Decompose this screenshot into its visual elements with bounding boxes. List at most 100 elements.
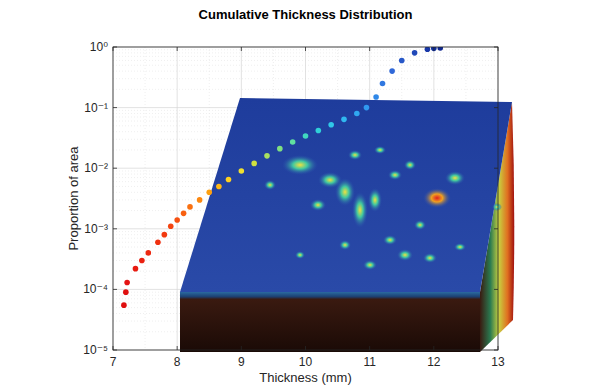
- x-tick: [113, 47, 114, 51]
- x-tick: [177, 346, 178, 350]
- scatter-points: [121, 47, 443, 308]
- surface-bump: [339, 240, 351, 250]
- surface-image: [180, 98, 514, 352]
- y-tick-label: 10⁻²: [84, 161, 108, 175]
- y-tick: [113, 47, 117, 48]
- data-point: [181, 211, 187, 217]
- surface-bump: [423, 188, 451, 208]
- data-point: [139, 258, 145, 264]
- surface-bump: [454, 243, 466, 251]
- minor-grid-line: [145, 47, 146, 350]
- x-tick-label: 12: [427, 355, 441, 369]
- surface-bump: [282, 155, 318, 175]
- surface-bump: [445, 171, 465, 185]
- data-point: [328, 122, 334, 128]
- y-tick: [494, 168, 498, 169]
- x-tick: [369, 47, 370, 51]
- x-tick: [433, 346, 434, 350]
- surface-bump: [264, 180, 276, 190]
- x-tick: [241, 47, 242, 51]
- data-point: [264, 153, 270, 159]
- y-tick: [113, 228, 117, 229]
- surface-bump: [374, 146, 386, 154]
- data-point: [341, 117, 347, 123]
- x-tick: [241, 346, 242, 350]
- slab-top: [180, 98, 512, 292]
- data-point: [197, 197, 203, 203]
- data-point: [277, 146, 283, 152]
- y-tick: [494, 107, 498, 108]
- surface-bump: [397, 249, 413, 261]
- data-point: [226, 177, 232, 183]
- data-point: [251, 161, 257, 167]
- x-tick-label: 13: [491, 355, 505, 369]
- y-axis-label: Proportion of area: [66, 146, 81, 251]
- data-point: [155, 239, 161, 245]
- data-point: [431, 47, 437, 51]
- x-tick-label: 8: [174, 355, 181, 369]
- x-tick: [369, 346, 370, 350]
- data-point: [206, 190, 212, 196]
- x-axis-label: Thickness (mm): [259, 370, 351, 385]
- y-tick: [494, 228, 498, 229]
- x-tick: [498, 346, 499, 350]
- y-tick: [113, 289, 117, 290]
- data-point: [303, 133, 309, 139]
- data-point: [162, 232, 168, 238]
- surface-bump: [310, 199, 326, 211]
- data-point: [174, 217, 180, 223]
- y-tick: [113, 168, 117, 169]
- data-point: [373, 94, 379, 100]
- y-tick: [113, 107, 117, 108]
- x-tick: [433, 47, 434, 51]
- y-tick-label: 10⁻³: [84, 222, 108, 236]
- data-point: [389, 68, 395, 74]
- y-tick: [494, 47, 498, 48]
- data-point: [216, 184, 222, 190]
- data-point: [316, 128, 322, 134]
- data-point: [380, 81, 386, 87]
- data-point: [239, 168, 245, 174]
- title: Cumulative Thickness Distribution: [199, 7, 413, 22]
- y-tick-label: 10⁰: [90, 40, 108, 54]
- surface-bump: [388, 170, 402, 180]
- data-point: [145, 250, 151, 256]
- surface-bump: [335, 178, 355, 206]
- surface-bump: [368, 188, 382, 212]
- x-tick: [305, 346, 306, 350]
- x-tick-label: 9: [238, 355, 245, 369]
- data-point: [399, 58, 405, 64]
- x-tick: [113, 346, 114, 350]
- axes-frame: [113, 47, 498, 350]
- data-point: [425, 47, 431, 52]
- data-point: [123, 289, 129, 295]
- surface-bump: [492, 203, 502, 211]
- y-tick-label: 10⁻⁴: [83, 282, 108, 296]
- data-point: [364, 105, 370, 111]
- surface-bump: [383, 235, 397, 245]
- x-tick-label: 10: [299, 355, 313, 369]
- y-tick-label: 10⁻¹: [84, 101, 108, 115]
- data-point: [121, 302, 127, 308]
- x-tick: [498, 47, 499, 51]
- y-tick: [494, 289, 498, 290]
- surface-bump: [352, 192, 368, 228]
- data-point: [354, 111, 360, 117]
- data-point: [124, 280, 130, 286]
- x-tick-label: 11: [363, 355, 376, 369]
- data-point: [168, 223, 174, 229]
- slab-front: [180, 292, 480, 352]
- x-tick-label: 7: [110, 355, 117, 369]
- x-tick: [305, 47, 306, 51]
- surface-bump: [423, 253, 437, 263]
- surface-bump: [348, 150, 362, 160]
- surface-bump: [295, 251, 305, 259]
- axes: 7 8 9 10 11 12 13 10⁻⁵ 10⁻⁴ 10⁻³ 10⁻² 10⁻¹ 10⁰: [83, 40, 505, 369]
- x-tick: [177, 47, 178, 51]
- data-point: [412, 50, 418, 56]
- y-tick: [113, 350, 117, 351]
- data-point: [290, 139, 296, 145]
- y-tick-label: 10⁻⁵: [83, 343, 108, 357]
- chart: 7 8 9 10 11 12 13 10⁻⁵ 10⁻⁴ 10⁻³ 10⁻² 10⁻¹ 10⁰ Cumula…: [0, 0, 600, 390]
- data-point: [187, 204, 193, 210]
